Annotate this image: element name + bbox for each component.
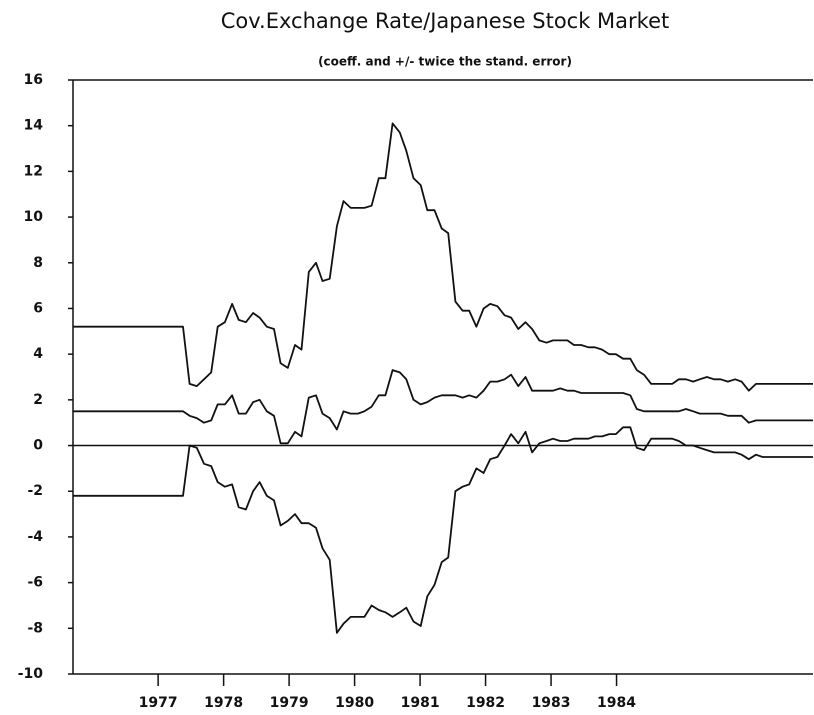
y-tick-label: 4 bbox=[33, 346, 43, 362]
y-tick-label: 0 bbox=[33, 438, 43, 454]
series-line bbox=[73, 122, 813, 392]
series-line bbox=[73, 369, 813, 445]
y-tick-label: -8 bbox=[27, 620, 43, 636]
y-tick-label: 6 bbox=[33, 300, 43, 316]
y-tick-label: 16 bbox=[24, 72, 43, 88]
series-line bbox=[73, 426, 813, 634]
y-tick-label: -2 bbox=[27, 483, 43, 499]
y-tick-label: -4 bbox=[27, 529, 43, 545]
x-tick-label: 1981 bbox=[401, 695, 440, 711]
x-tick-label: 1980 bbox=[335, 695, 374, 711]
x-tick-label: 1978 bbox=[204, 695, 243, 711]
y-tick-label: 8 bbox=[33, 255, 43, 271]
y-tick-label: 14 bbox=[24, 118, 44, 134]
x-tick-label: 1979 bbox=[270, 695, 309, 711]
y-tick-label: -10 bbox=[18, 666, 44, 682]
y-tick-label: -6 bbox=[27, 575, 43, 591]
chart-subtitle: (coeff. and +/- twice the stand. error) bbox=[318, 55, 572, 69]
y-tick-label: 12 bbox=[24, 163, 43, 179]
y-tick-label: 10 bbox=[24, 209, 44, 225]
y-tick-label: 2 bbox=[33, 392, 43, 408]
x-tick-label: 1982 bbox=[466, 695, 505, 711]
x-tick-label: 1983 bbox=[532, 695, 571, 711]
x-tick-label: 1984 bbox=[597, 695, 636, 711]
x-tick-label: 1977 bbox=[139, 695, 178, 711]
chart-title: Cov.Exchange Rate/Japanese Stock Market bbox=[221, 9, 670, 33]
